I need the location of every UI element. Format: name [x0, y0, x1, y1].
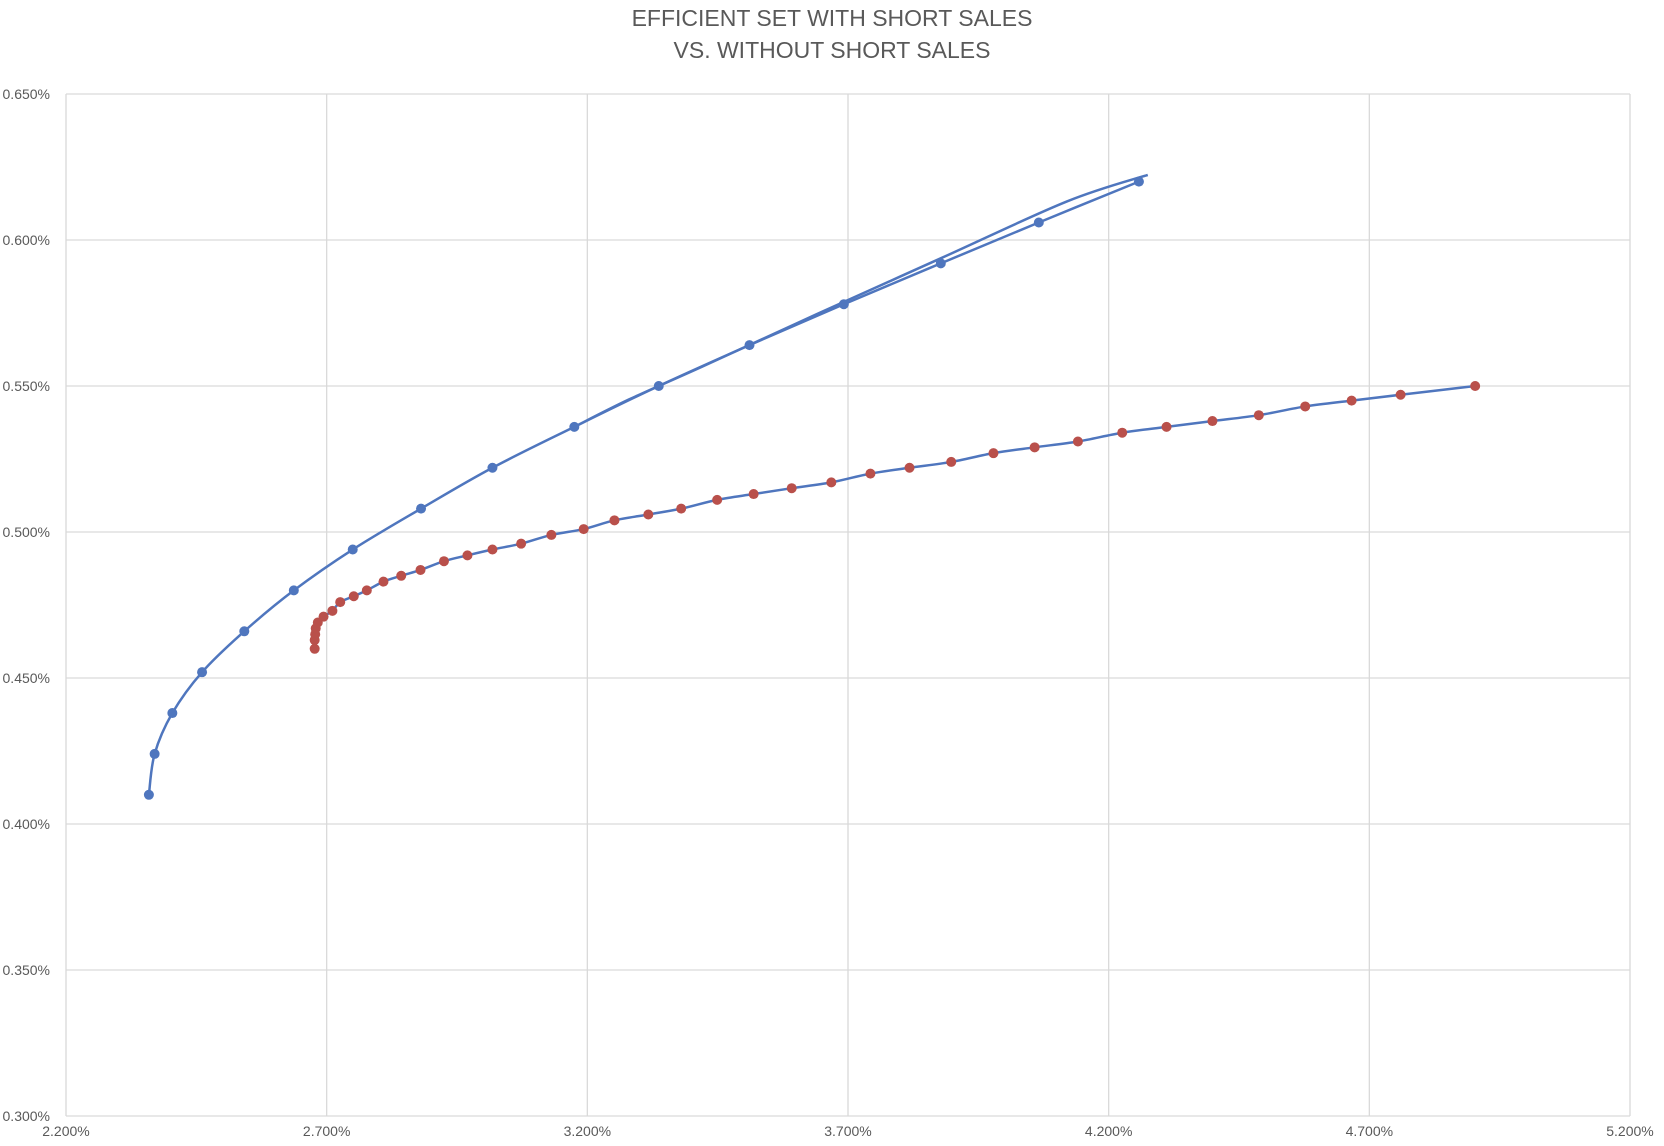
short-sales-point-10 — [653, 381, 664, 391]
short-sales-point-4 — [239, 626, 250, 637]
no-short-sales-point-24 — [786, 483, 797, 494]
no-short-sales-point-35 — [1253, 410, 1264, 421]
no-short-sales-point-10 — [378, 576, 389, 587]
short-sales-point-3 — [197, 667, 208, 678]
no-short-sales-point-14 — [462, 550, 473, 561]
y-tick-label-3: 0.450% — [3, 670, 50, 686]
x-tick-label-4: 4.200% — [1085, 1123, 1132, 1139]
no-short-sales-point-5 — [318, 611, 329, 622]
no-short-sales-point-25 — [826, 477, 837, 488]
short-sales-point-5 — [288, 585, 299, 596]
y-tick-label-1: 0.350% — [3, 962, 50, 978]
short-sales-point-11 — [744, 340, 755, 351]
short-sales-point-6 — [347, 544, 358, 555]
no-short-sales-point-21 — [676, 503, 687, 514]
no-short-sales-point-28 — [946, 456, 957, 467]
short-sales-point-1 — [149, 748, 160, 759]
chart-title-line-1: EFFICIENT SET WITH SHORT SALES — [632, 5, 1033, 31]
short-sales-point-13 — [935, 258, 946, 269]
no-short-sales-point-8 — [348, 591, 359, 602]
y-tick-label-0: 0.300% — [3, 1108, 50, 1124]
short-sales-point-9 — [569, 421, 580, 432]
x-tick-label-1: 2.700% — [303, 1123, 350, 1139]
no-short-sales-point-9 — [361, 585, 372, 596]
no-short-sales-point-20 — [643, 509, 654, 520]
no-short-sales-point-6 — [327, 605, 338, 616]
no-short-sales-point-11 — [396, 570, 407, 581]
no-short-sales-point-32 — [1117, 427, 1128, 438]
short-sales-point-12 — [838, 299, 849, 310]
no-short-sales-point-17 — [546, 529, 557, 540]
no-short-sales-point-30 — [1029, 442, 1040, 453]
x-tick-label-6: 5.200% — [1606, 1123, 1653, 1139]
no-short-sales-point-26 — [865, 468, 876, 479]
no-short-sales-point-13 — [438, 556, 449, 567]
short-sales-point-15 — [1133, 176, 1144, 187]
frontier-lines — [147, 173, 1476, 795]
y-axis-tick-labels: 0.300% 0.350% 0.400% 0.450% 0.500% 0.550% 0.60… — [3, 86, 50, 1124]
x-tick-label-0: 2.200% — [42, 1123, 89, 1139]
short-sales-frontier-line — [147, 180, 1140, 795]
y-tick-label-6: 0.600% — [3, 232, 50, 248]
x-axis-tick-labels: 2.200% 2.700% 3.200% 3.700% 4.200% 4.700% 5.20… — [42, 1123, 1653, 1139]
no-short-sales-point-15 — [487, 544, 498, 555]
y-tick-label-4: 0.500% — [3, 524, 50, 540]
y-tick-label-7: 0.650% — [3, 86, 50, 102]
no-short-sales-point-19 — [609, 515, 620, 526]
no-short-sales-point-0 — [309, 643, 320, 654]
no-short-sales-point-37 — [1346, 395, 1357, 406]
no-short-sales-point-29 — [988, 448, 999, 459]
y-tick-label-2: 0.400% — [3, 816, 50, 832]
no-short-sales-frontier-line — [313, 384, 1476, 649]
data-points — [143, 176, 1481, 800]
no-short-sales-point-34 — [1207, 416, 1218, 427]
x-tick-label-5: 4.700% — [1346, 1123, 1393, 1139]
y-tick-label-5: 0.550% — [3, 378, 50, 394]
no-short-sales-point-7 — [335, 597, 346, 608]
short-sales-point-0 — [143, 789, 154, 800]
no-short-sales-point-22 — [712, 494, 723, 505]
no-short-sales-point-39 — [1470, 381, 1481, 391]
x-tick-label-2: 3.200% — [564, 1123, 611, 1139]
no-short-sales-point-27 — [904, 462, 915, 473]
no-short-sales-point-36 — [1300, 401, 1311, 412]
no-short-sales-point-33 — [1161, 421, 1172, 432]
no-short-sales-point-12 — [415, 564, 426, 575]
gridlines — [65, 93, 1631, 1117]
no-short-sales-point-23 — [748, 489, 759, 500]
short-sales-point-8 — [487, 462, 498, 473]
short-sales-point-2 — [167, 708, 178, 719]
x-tick-label-3: 3.700% — [824, 1123, 871, 1139]
no-short-sales-point-16 — [516, 538, 527, 549]
no-short-sales-point-18 — [578, 524, 589, 535]
no-short-sales-point-38 — [1395, 389, 1406, 400]
short-sales-point-14 — [1033, 217, 1044, 228]
short-sales-point-7 — [416, 503, 427, 514]
tangent-extension-line — [573, 173, 1149, 428]
no-short-sales-point-31 — [1072, 436, 1083, 447]
chart-title-line-2: VS. WITHOUT SHORT SALES — [674, 37, 991, 63]
